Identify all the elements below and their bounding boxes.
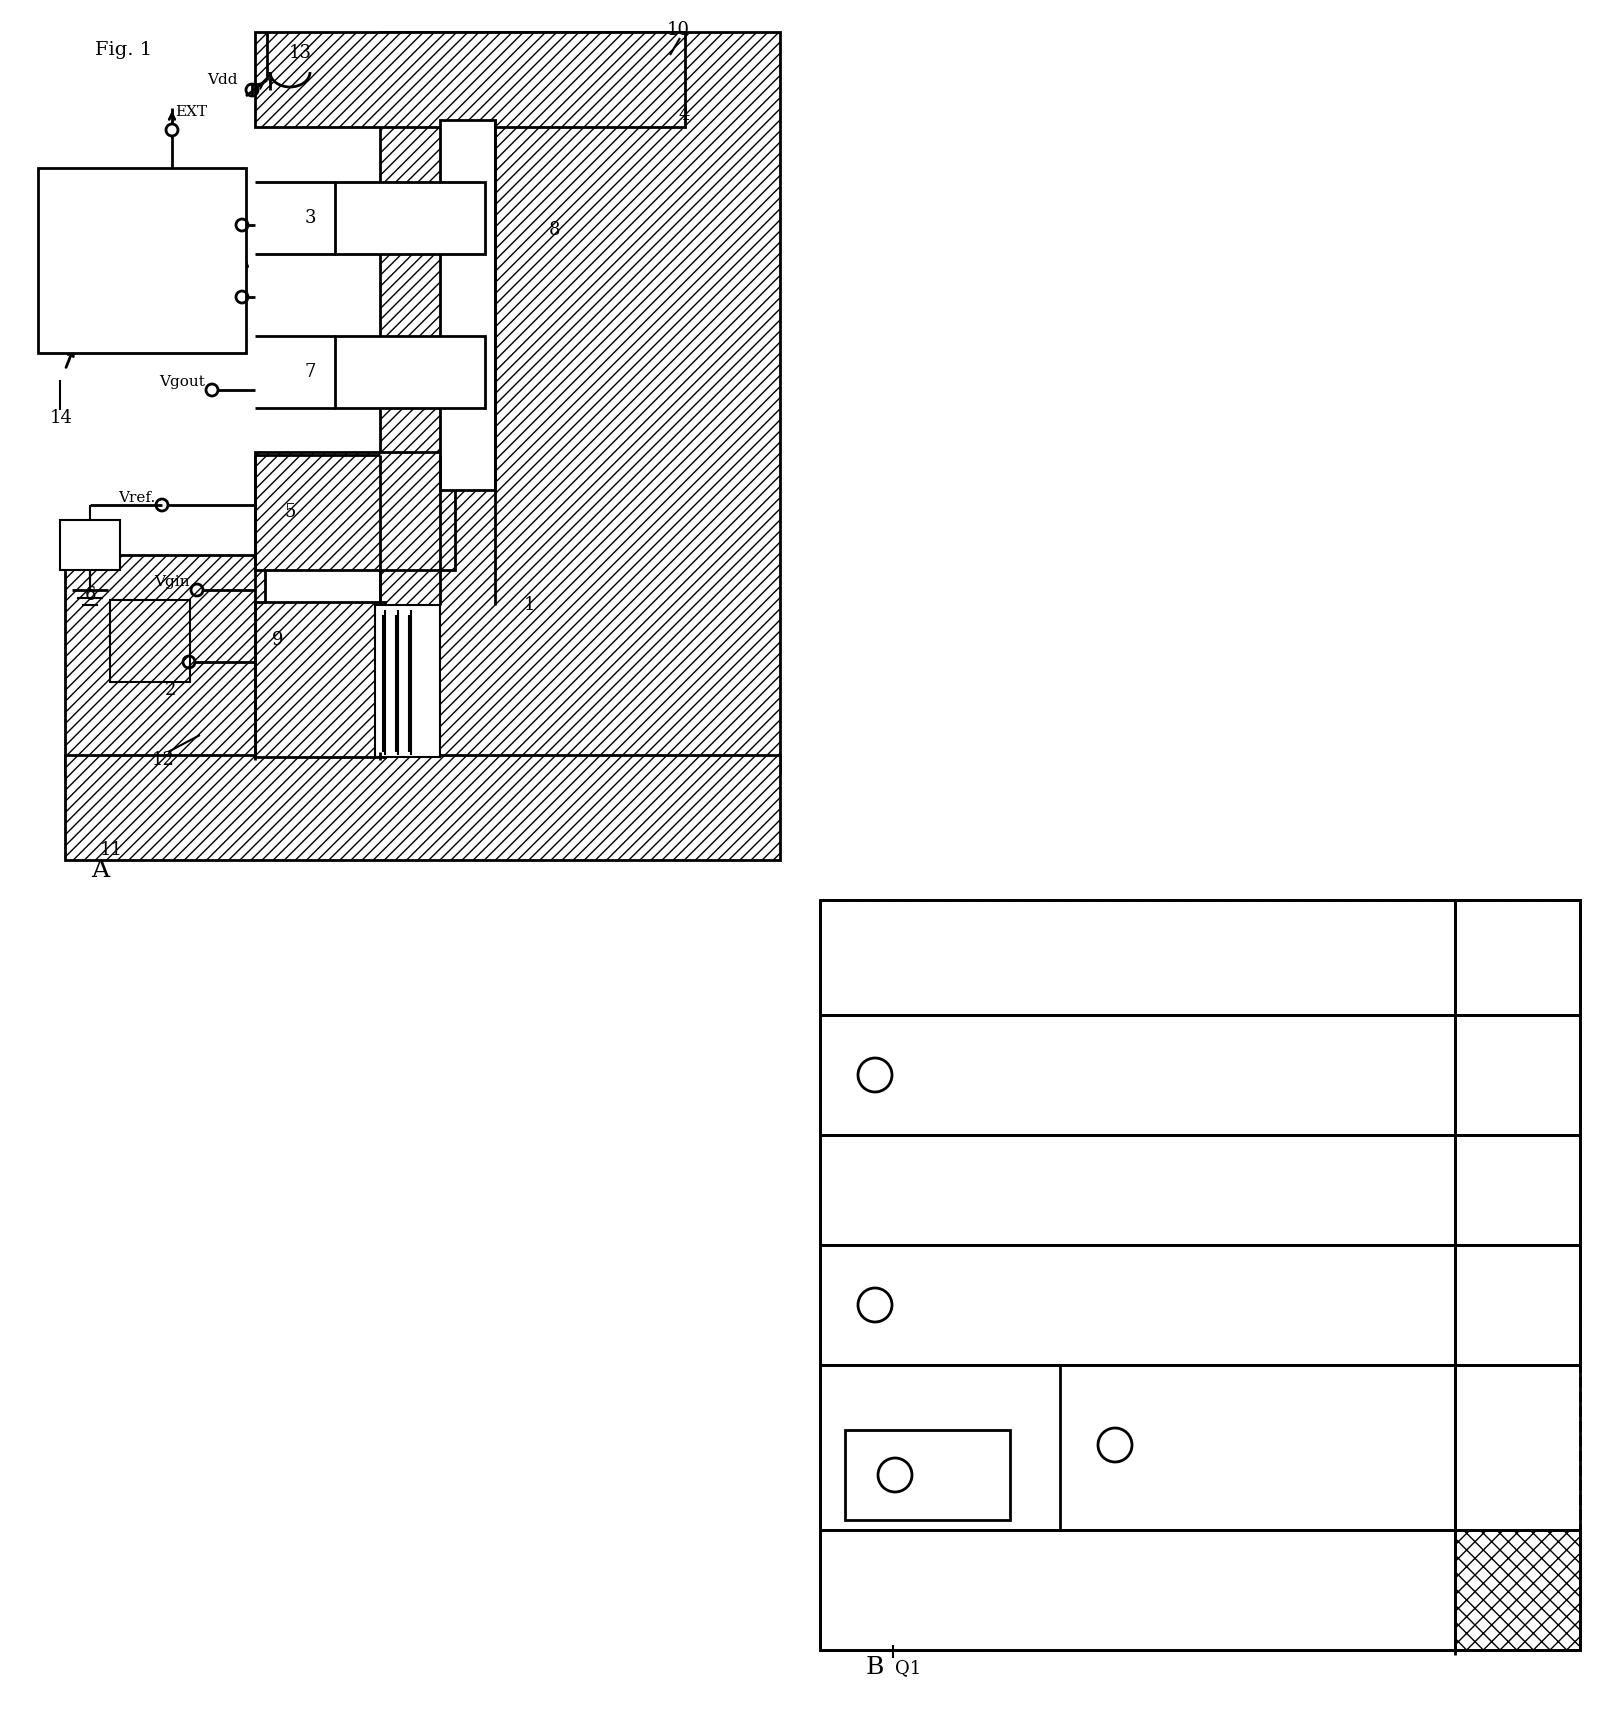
Text: Vref.: Vref. <box>118 491 156 505</box>
Text: 7: 7 <box>305 363 316 382</box>
Text: Vdd: Vdd <box>208 74 238 87</box>
Text: 10: 10 <box>667 21 689 39</box>
Bar <box>821 900 1455 1015</box>
Bar <box>1455 1246 1580 1365</box>
Text: Q1: Q1 <box>895 1660 921 1677</box>
Bar <box>821 1365 1455 1530</box>
Text: 14: 14 <box>50 409 73 428</box>
Bar <box>440 120 495 489</box>
Text: 13: 13 <box>289 44 311 62</box>
Text: 12: 12 <box>152 751 175 768</box>
Bar <box>1455 1530 1580 1649</box>
Text: Vout: Vout <box>200 282 235 298</box>
Bar <box>60 520 120 570</box>
Text: 8: 8 <box>550 221 561 240</box>
Text: Level: Level <box>910 1083 952 1097</box>
Text: b0: b0 <box>983 1355 1002 1369</box>
Text: 8: 8 <box>869 1068 879 1081</box>
Text: 2: 2 <box>164 681 175 700</box>
Bar <box>1455 1015 1580 1134</box>
Bar <box>37 168 247 352</box>
Text: 6: 6 <box>890 1468 900 1482</box>
Text: Er: Er <box>71 537 89 553</box>
Text: 9: 9 <box>1109 1437 1119 1453</box>
Text: 7: 7 <box>869 1299 879 1312</box>
Bar <box>110 601 190 683</box>
Text: 2: 2 <box>835 1586 847 1603</box>
Text: 4: 4 <box>678 106 689 123</box>
Text: 11: 11 <box>101 842 123 859</box>
Bar <box>380 33 780 772</box>
Bar <box>821 1015 1455 1134</box>
Text: Vin: Vin <box>156 648 182 662</box>
Bar <box>375 606 440 756</box>
Text: Fig. 1: Fig. 1 <box>96 41 152 58</box>
Text: Level: Level <box>1145 1453 1187 1466</box>
Text: EXT: EXT <box>175 104 208 120</box>
Bar <box>1455 1134 1580 1246</box>
Bar <box>65 554 264 775</box>
Bar <box>821 1246 1455 1365</box>
Text: Level: Level <box>910 1312 952 1328</box>
Text: 6: 6 <box>84 585 96 604</box>
Text: Vgr: Vgr <box>208 210 235 226</box>
Bar <box>65 755 780 861</box>
Bar <box>821 900 1580 1649</box>
Bar <box>821 1134 1455 1246</box>
Bar <box>255 602 384 756</box>
Bar <box>255 33 684 127</box>
Text: 9: 9 <box>272 631 284 648</box>
Text: A: A <box>91 859 109 881</box>
Bar <box>336 335 485 407</box>
Text: b1: b1 <box>1030 1355 1049 1369</box>
Bar <box>1061 1365 1455 1530</box>
Text: Vgout: Vgout <box>159 375 204 388</box>
Text: 5: 5 <box>284 503 295 522</box>
Bar <box>255 452 456 570</box>
Text: B: B <box>866 1656 884 1680</box>
Text: Level: Level <box>929 1483 972 1497</box>
Text: Vgin: Vgin <box>154 575 190 589</box>
Text: 4: 4 <box>835 951 847 968</box>
Text: 3: 3 <box>305 209 316 228</box>
Bar <box>1455 900 1580 1015</box>
Text: 1: 1 <box>524 595 535 614</box>
Bar <box>336 181 485 253</box>
Bar <box>845 1430 1011 1519</box>
Text: 3: 3 <box>835 1186 847 1205</box>
Bar <box>821 1530 1455 1649</box>
Text: Potential
detection
and
amplification: Potential detection and amplification <box>99 231 185 289</box>
